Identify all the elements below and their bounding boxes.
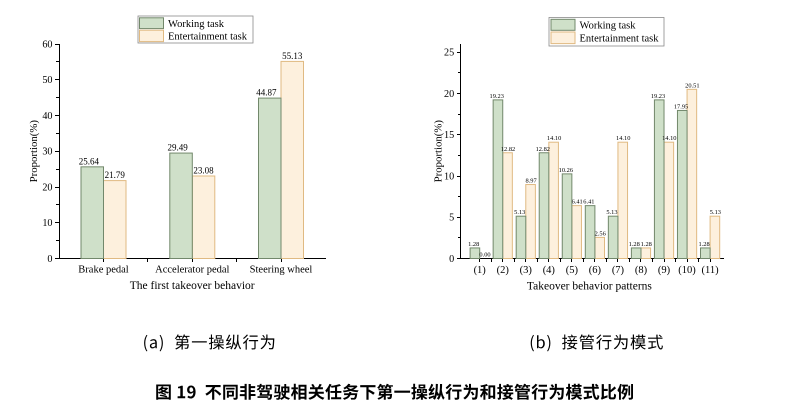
svg-text:10: 10 xyxy=(444,171,454,182)
svg-text:(5): (5) xyxy=(566,265,579,276)
svg-text:1.28: 1.28 xyxy=(641,241,652,248)
svg-text:14.10: 14.10 xyxy=(616,135,630,142)
svg-text:5.13: 5.13 xyxy=(710,209,721,216)
svg-text:12.82: 12.82 xyxy=(501,146,515,153)
svg-text:0: 0 xyxy=(47,254,52,265)
svg-text:5.13: 5.13 xyxy=(514,209,525,216)
svg-text:20.51: 20.51 xyxy=(685,82,699,89)
svg-text:(2): (2) xyxy=(497,265,510,276)
svg-text:Takeover behavior patterns: Takeover behavior patterns xyxy=(527,281,653,293)
svg-text:25.64: 25.64 xyxy=(79,156,100,166)
svg-text:(11): (11) xyxy=(702,265,720,276)
svg-text:5: 5 xyxy=(449,213,454,224)
svg-text:1.28: 1.28 xyxy=(629,241,640,248)
svg-text:(3): (3) xyxy=(520,265,533,276)
svg-text:17.95: 17.95 xyxy=(674,103,688,110)
svg-text:8.97: 8.97 xyxy=(525,178,537,185)
svg-text:(6): (6) xyxy=(589,265,602,276)
svg-text:25: 25 xyxy=(444,48,454,59)
svg-text:10: 10 xyxy=(42,218,52,229)
svg-text:60: 60 xyxy=(42,39,52,50)
svg-text:10.26: 10.26 xyxy=(559,167,573,174)
svg-text:(7): (7) xyxy=(612,265,625,276)
svg-text:19.23: 19.23 xyxy=(490,93,504,100)
svg-text:20: 20 xyxy=(42,182,52,193)
svg-text:Accelerator pedal: Accelerator pedal xyxy=(155,265,229,276)
svg-text:Steering wheel: Steering wheel xyxy=(250,265,313,276)
svg-text:40: 40 xyxy=(42,111,52,122)
svg-text:6.41: 6.41 xyxy=(572,199,583,206)
svg-text:12.82: 12.82 xyxy=(536,146,550,153)
svg-text:Entertainment task: Entertainment task xyxy=(168,31,248,42)
svg-text:1.28: 1.28 xyxy=(468,241,479,248)
svg-text:Brake pedal: Brake pedal xyxy=(78,265,129,276)
svg-text:Entertainment task: Entertainment task xyxy=(580,33,660,44)
svg-text:(10): (10) xyxy=(678,265,696,276)
svg-text:1.28: 1.28 xyxy=(699,241,710,248)
svg-text:50: 50 xyxy=(42,75,52,86)
svg-text:21.79: 21.79 xyxy=(105,170,126,180)
svg-text:The first takeover behavior: The first takeover behavior xyxy=(130,280,255,292)
svg-text:Working task: Working task xyxy=(168,19,225,30)
svg-text:15: 15 xyxy=(444,130,454,141)
svg-text:30: 30 xyxy=(42,147,52,158)
svg-text:Proportion(%): Proportion(%) xyxy=(433,120,445,183)
svg-text:20: 20 xyxy=(444,89,454,100)
svg-text:29.49: 29.49 xyxy=(168,143,189,153)
svg-text:14.10: 14.10 xyxy=(547,135,561,142)
svg-text:5.13: 5.13 xyxy=(606,209,617,216)
svg-text:(4): (4) xyxy=(543,265,556,276)
svg-text:23.08: 23.08 xyxy=(193,165,214,175)
svg-text:55.13: 55.13 xyxy=(282,51,303,61)
svg-text:44.87: 44.87 xyxy=(256,88,277,98)
svg-text:0.00: 0.00 xyxy=(479,252,490,259)
svg-text:19.23: 19.23 xyxy=(651,93,665,100)
svg-text:0: 0 xyxy=(449,254,454,265)
svg-text:6.41: 6.41 xyxy=(583,199,594,206)
svg-text:Working task: Working task xyxy=(580,21,637,32)
svg-text:(9): (9) xyxy=(658,265,671,276)
svg-text:14.10: 14.10 xyxy=(662,135,676,142)
svg-text:(8): (8) xyxy=(635,265,648,276)
svg-text:Proportion(%): Proportion(%) xyxy=(28,120,40,183)
svg-text:(1): (1) xyxy=(474,265,487,276)
svg-text:2.56: 2.56 xyxy=(595,230,606,237)
